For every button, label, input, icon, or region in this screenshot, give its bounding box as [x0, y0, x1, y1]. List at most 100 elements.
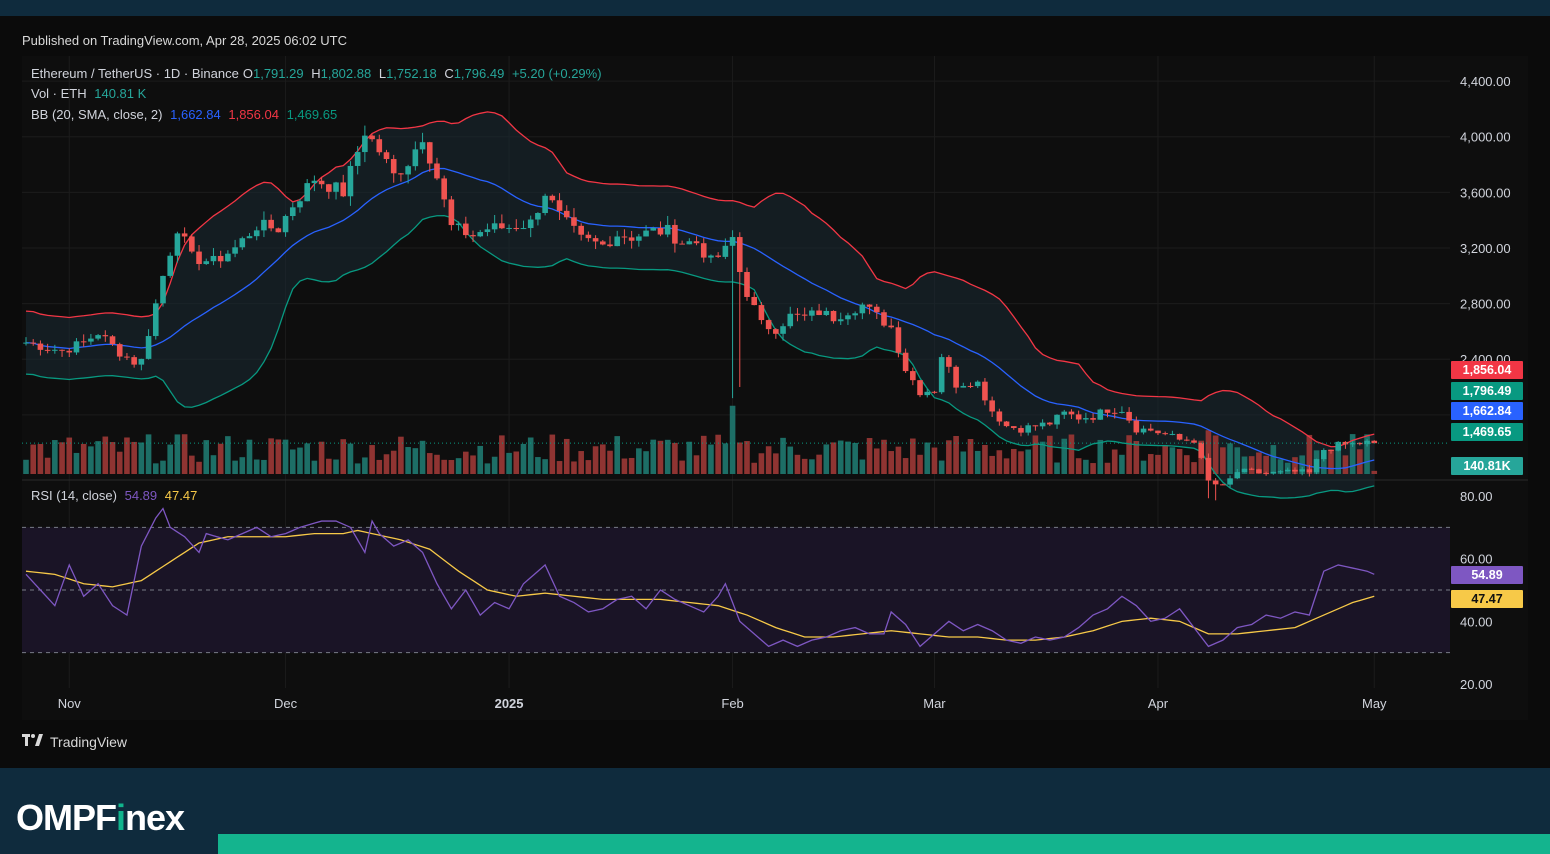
candle-body: [44, 349, 51, 351]
candle-body: [253, 230, 260, 237]
volume-bar: [996, 450, 1003, 474]
volume-legend: Vol · ETH 140.81 K: [31, 86, 150, 101]
candle-body: [362, 135, 368, 153]
candle-body: [145, 336, 152, 359]
candle-body: [426, 142, 433, 164]
candle-body: [1328, 450, 1334, 452]
candle-body: [196, 251, 202, 265]
volume-bar: [1212, 435, 1219, 474]
candle-body: [715, 255, 721, 257]
volume-bar: [1184, 455, 1190, 474]
high-label: H: [311, 66, 321, 81]
bb-fill: [26, 111, 1375, 499]
volume-bar: [946, 440, 952, 474]
candle-body: [1083, 418, 1089, 420]
tradingview-logo[interactable]: TradingView: [22, 733, 127, 750]
volume-bar: [556, 461, 563, 474]
candle-body: [866, 304, 873, 307]
candle-body: [138, 358, 145, 365]
time-tick-label: Mar: [923, 696, 946, 711]
volume-bar: [513, 451, 520, 474]
brand-bar: [218, 834, 1550, 854]
volume-bar: [657, 440, 664, 474]
upper-band-tag: 1,856.04: [1451, 361, 1523, 379]
chart-panel[interactable]: 4,400.00 4,000.00 3,600.00 3,200.00 2,800.00…: [22, 56, 1528, 720]
volume-bar: [700, 435, 707, 474]
time-tick-label: Dec: [274, 696, 298, 711]
candle-body: [1075, 414, 1082, 420]
candle-body: [1140, 428, 1147, 433]
volume-bar: [1364, 434, 1370, 474]
symbol-label: Ethereum / TetherUS · 1D · Binance: [31, 66, 239, 81]
volume-bar: [88, 446, 94, 474]
candle-body: [246, 236, 253, 239]
candle-body: [131, 357, 137, 365]
candle-body: [1248, 468, 1255, 470]
candle-body: [1313, 459, 1320, 473]
rsi-legend: RSI (14, close) 54.89 47.47: [31, 488, 201, 503]
volume-bar: [664, 439, 671, 474]
candle-body: [1169, 433, 1176, 435]
candle-body: [1147, 428, 1154, 431]
volume-bar: [1328, 449, 1334, 474]
low-label: L: [378, 66, 387, 81]
volume-bar: [953, 435, 959, 474]
volume-bar: [837, 440, 844, 474]
price-tick-label: 2,800.00: [1460, 297, 1511, 312]
bb-basis-value: 1,662.84: [170, 107, 221, 122]
price-chart[interactable]: 4,400.00 4,000.00 3,600.00 3,200.00 2,800.00…: [22, 56, 1528, 720]
volume-bar: [426, 453, 433, 474]
volume-bar: [773, 453, 779, 474]
volume-bar: [1083, 459, 1089, 474]
candle-body: [585, 234, 592, 239]
volume-bar: [852, 442, 858, 474]
volume-bar: [131, 441, 137, 474]
candle-body: [924, 391, 931, 396]
candle-body: [1349, 442, 1356, 445]
candle-body: [174, 233, 181, 256]
volume-bar: [383, 454, 390, 474]
rsi-tag: 54.89: [1451, 566, 1523, 584]
volume-bar: [809, 459, 815, 474]
volume-bar: [434, 454, 440, 474]
candle-body: [636, 236, 642, 241]
candle-body: [830, 310, 837, 322]
candle-body: [398, 173, 404, 175]
volume-bar: [1321, 458, 1327, 474]
candle-body: [628, 237, 635, 241]
volume-bar: [1270, 445, 1277, 474]
volume-bar: [455, 458, 462, 474]
bb-upper-line: [25, 111, 1375, 448]
volume-bar: [225, 436, 231, 474]
price-tick-label: 4,400.00: [1460, 74, 1511, 89]
volume-bar: [1140, 460, 1147, 474]
candle-body: [571, 217, 577, 226]
candle-body: [304, 183, 310, 202]
candle-body: [289, 207, 296, 217]
volume-bar: [73, 452, 80, 474]
volume-bar: [145, 434, 152, 474]
volume-bar: [1104, 462, 1111, 474]
volume-bar: [484, 463, 491, 474]
candle-body: [657, 228, 664, 235]
candle-body: [751, 296, 758, 306]
candle-body: [621, 236, 628, 238]
volume-bar: [80, 443, 87, 474]
rsi-tick-label: 40.00: [1460, 614, 1493, 629]
candle-body: [419, 142, 426, 150]
candle-body: [1039, 422, 1046, 427]
candle-body: [1119, 411, 1125, 413]
volume-bar: [910, 438, 916, 474]
candle-body: [1090, 418, 1096, 420]
low-value: 1,752.18: [386, 66, 437, 81]
candle-body: [801, 314, 808, 316]
volume-bar: [520, 443, 527, 474]
volume-bar: [578, 451, 584, 474]
volume-bar: [1162, 445, 1168, 474]
volume-bar: [124, 437, 130, 474]
volume-bar: [398, 436, 404, 474]
candle-body: [809, 310, 815, 316]
volume-bar: [59, 442, 65, 474]
open-label: O: [242, 66, 253, 81]
candle-body: [37, 343, 44, 350]
